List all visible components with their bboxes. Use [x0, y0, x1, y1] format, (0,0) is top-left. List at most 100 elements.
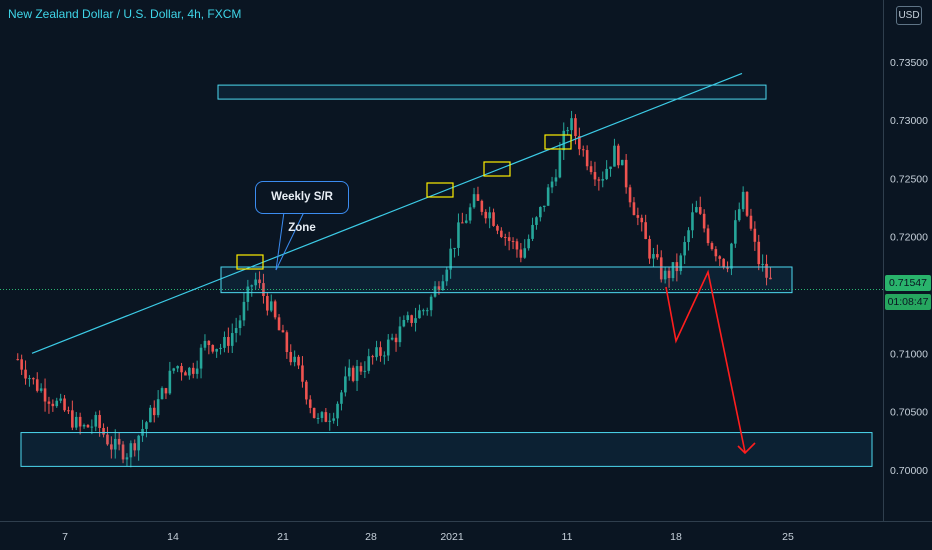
bull-candle: [332, 418, 335, 421]
bull-candle: [82, 424, 86, 427]
bull-candle: [188, 367, 191, 376]
bear-candle: [476, 194, 480, 201]
bear-candle: [640, 217, 644, 223]
bear-candle: [624, 159, 628, 188]
bear-candle: [164, 388, 168, 394]
bull-candle: [535, 217, 538, 225]
bull-candle: [523, 248, 527, 258]
bull-candle: [160, 388, 164, 400]
bear-candle: [71, 410, 74, 428]
bull-candle: [464, 220, 468, 223]
last-price-tag: 0.71547: [885, 275, 931, 291]
bear-candle: [500, 230, 503, 238]
bear-candle: [597, 179, 601, 181]
bull-candle: [113, 438, 117, 450]
bull-candle: [406, 315, 410, 321]
y-tick-label: 0.73500: [890, 57, 928, 69]
bull-candle: [55, 400, 59, 407]
bear-candle: [16, 359, 20, 361]
bear-candle: [24, 369, 27, 379]
trendline-touch-box: [426, 182, 454, 198]
bear-candle: [710, 243, 714, 250]
bear-candle: [180, 366, 183, 373]
x-tick-label: 28: [365, 531, 377, 543]
bear-candle: [207, 340, 211, 346]
bear-candle: [698, 207, 702, 214]
bear-candle: [63, 398, 66, 411]
bear-candle: [78, 416, 82, 427]
bull-candle: [320, 412, 324, 418]
bull-candle: [242, 301, 246, 321]
bull-candle: [542, 205, 546, 208]
bull-candle: [269, 301, 273, 311]
bull-candle: [223, 336, 226, 348]
bear-candle: [281, 330, 285, 333]
bear-candle: [578, 136, 581, 150]
bull-candle: [250, 285, 254, 287]
upper-resistance-zone: [217, 84, 767, 100]
currency-button[interactable]: USD: [896, 6, 922, 25]
bear-candle: [312, 407, 316, 418]
bear-candle: [47, 401, 51, 404]
bear-candle: [67, 410, 70, 412]
bear-candle: [480, 200, 484, 212]
bear-candle: [359, 366, 363, 372]
bull-candle: [199, 347, 203, 369]
x-tick-label: 2021: [440, 531, 464, 543]
bull-candle: [402, 320, 406, 327]
bear-candle: [43, 388, 47, 402]
bull-candle: [422, 310, 425, 312]
bear-candle: [496, 225, 499, 231]
bull-candle: [433, 286, 437, 297]
bull-candle: [238, 320, 242, 329]
rising-trendline: [31, 72, 743, 354]
bear-candle: [589, 166, 593, 173]
bull-candle: [546, 187, 550, 206]
symbol-title: New Zealand Dollar / U.S. Dollar, 4h, FX…: [8, 7, 242, 21]
bear-candle: [324, 412, 328, 422]
bear-candle: [667, 270, 671, 279]
bull-candle: [176, 366, 179, 369]
bull-candle: [367, 356, 371, 371]
bear-candle: [503, 237, 507, 239]
bear-candle: [98, 415, 101, 428]
bull-candle: [90, 426, 94, 428]
bull-candle: [761, 263, 764, 265]
bear-candle: [585, 150, 589, 167]
bear-candle: [305, 381, 308, 400]
bear-candle: [152, 407, 156, 416]
bull-candle: [472, 194, 476, 208]
bull-candle: [425, 310, 429, 312]
bear-candle: [706, 228, 710, 244]
bull-candle: [219, 347, 222, 349]
bull-candle: [609, 166, 612, 169]
bear-candle: [379, 347, 382, 356]
bear-candle: [656, 254, 659, 258]
bear-candle: [636, 215, 640, 218]
bear-candle: [227, 336, 230, 346]
bull-candle: [652, 254, 655, 259]
bear-candle: [117, 438, 121, 445]
bear-candle: [20, 359, 23, 370]
bull-candle: [74, 416, 78, 428]
bull-candle: [195, 368, 199, 374]
bear-candle: [285, 332, 289, 353]
bull-candle: [336, 403, 339, 419]
price-axis-divider: [883, 0, 884, 521]
bear-candle: [519, 249, 523, 258]
bull-candle: [383, 355, 386, 357]
time-axis-divider: [0, 521, 932, 522]
bull-candle: [316, 417, 320, 419]
bull-candle: [145, 422, 148, 429]
bear-candle: [32, 378, 35, 380]
bull-candle: [203, 340, 207, 348]
bull-candle: [468, 207, 472, 221]
bear-candle: [617, 145, 620, 166]
bear-candle: [301, 365, 304, 382]
lower-support-zone: [20, 432, 873, 467]
bear-candle: [515, 241, 519, 250]
bull-candle: [457, 222, 460, 248]
bear-candle: [258, 279, 261, 284]
bear-candle: [702, 213, 706, 229]
